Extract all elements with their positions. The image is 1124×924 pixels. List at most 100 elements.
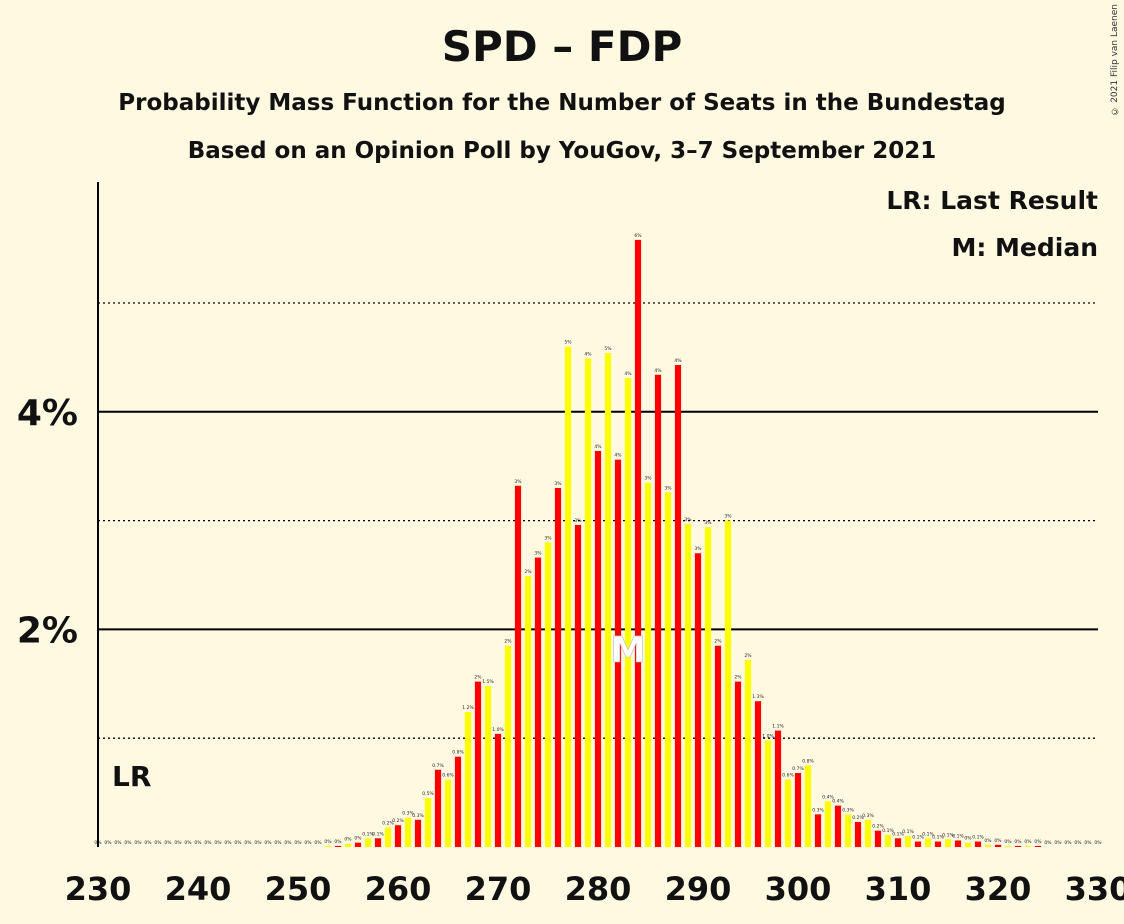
bar-label-seat-268: 2% [474,675,482,681]
bar-label-seat-260: 0.2% [392,818,404,824]
bar-seat-293 [724,520,732,847]
x-tick-label-250: 250 [265,870,332,908]
bar-seat-320 [994,844,1002,847]
bar-seat-276 [554,487,562,847]
bar-seat-314 [934,841,942,847]
x-tick-label-330: 330 [1065,870,1124,908]
bar-label-seat-271: 2% [504,639,512,645]
bar-label-seat-309: 0.1% [882,828,894,834]
bar-label-seat-301: 0.8% [802,758,814,764]
bar-label-seat-231: 0% [104,840,112,846]
bar-seat-266 [454,756,462,847]
chart-subtitle-source: Based on an Opinion Poll by YouGov, 3–7 … [187,138,937,164]
bar-seat-300 [794,773,802,847]
bar-seat-295 [744,659,752,847]
bar-seat-303 [824,801,832,847]
bar-seat-283 [624,378,632,847]
bar-seat-309 [884,835,892,847]
bar-label-seat-251: 0% [304,840,312,846]
bar-label-seat-262: 0.3% [412,813,424,819]
bar-label-seat-264: 0.7% [432,763,444,769]
bar-label-seat-311: 0.1% [902,829,914,835]
median-marker: M [610,630,646,671]
last-result-label: LR [112,760,152,793]
bar-seat-264 [434,769,442,847]
bar-label-seat-306: 0.2% [852,815,864,821]
bar-label-seat-272: 3% [514,479,522,485]
bar-label-seat-307: 0.3% [862,813,874,819]
bar-seat-301 [804,765,812,847]
bar-seat-278 [574,524,582,847]
bar-label-seat-289: 3% [684,517,692,523]
bar-seat-272 [514,485,522,847]
bar-seat-308 [874,830,882,847]
bar-seat-323 [1024,845,1032,847]
bar-seat-288 [674,365,682,847]
y-tick-label-4: 4% [17,393,78,434]
bar-seat-275 [544,542,552,847]
bar-label-seat-243: 0% [224,840,232,846]
x-tick-label-300: 300 [765,870,832,908]
bar-label-seat-300: 0.7% [792,766,804,772]
y-tick-label-2: 2% [17,610,78,651]
bar-label-seat-246: 0% [254,840,262,846]
bar-seat-318 [974,841,982,847]
bar-label-seat-249: 0% [284,840,292,846]
bar-seat-255 [344,843,352,847]
bar-label-seat-266: 0.8% [452,750,464,756]
x-tick-label-310: 310 [865,870,932,908]
bar-label-seat-290: 3% [694,546,702,552]
bar-seat-284 [634,239,642,847]
bar-seat-270 [494,733,502,847]
bar-label-seat-298: 1.1% [772,724,784,730]
x-tick-label-260: 260 [365,870,432,908]
bar-label-seat-244: 0% [234,840,242,846]
bar-seat-285 [644,482,652,847]
bar-label-seat-279: 4% [584,351,592,357]
bar-label-seat-313: 0.1% [922,831,934,837]
bar-label-seat-252: 0% [314,840,322,846]
bar-label-seat-242: 0% [214,840,222,846]
bar-label-seat-295: 2% [744,653,752,659]
bar-seat-306 [854,821,862,847]
bar-seat-315 [944,839,952,847]
markers: M [610,630,646,672]
bar-seat-299 [784,779,792,847]
bar-label-seat-280: 4% [594,444,602,450]
bar-seat-279 [584,358,592,847]
axes: 2% 4% 230 240 250 260 270 280 290 300 310 320 330 [17,182,1124,908]
bar-label-seat-292: 2% [714,639,722,645]
bar-label-seat-319: 0% [984,838,992,844]
bar-seat-282 [614,459,622,847]
bar-seat-287 [664,492,672,847]
bar-value-labels: 0% 0% 0% 0% 0% 0% 0% 0% 0% 0% 0% 0% 0% 0% 0% 0% 0% 0% 0% 0%… [94,233,1102,846]
bar-label-seat-308: 0.2% [872,824,884,830]
bar-seat-253 [324,845,332,847]
bar-label-seat-312: 0.1% [912,835,924,841]
bar-label-seat-238: 0% [174,840,182,846]
chart-title: SPD – FDP [441,22,683,71]
bar-label-seat-278: 3% [574,518,582,524]
bar-label-seat-232: 0% [114,840,122,846]
bar-label-seat-274: 3% [534,551,542,557]
bar-label-seat-237: 0% [164,840,172,846]
bar-label-seat-269: 1.5% [482,679,494,685]
bar-seat-311 [904,836,912,847]
x-tick-label-290: 290 [665,870,732,908]
bar-label-seat-310: 0.1% [892,831,904,837]
bar-label-seat-303: 0.4% [822,794,834,800]
bar-seat-254 [334,845,342,847]
bar-seat-316 [954,840,962,847]
bar-seat-271 [504,645,512,847]
bar-label-seat-317: 0% [964,836,972,842]
bar-label-seat-265: 0.6% [442,773,454,779]
x-tick-label-230: 230 [65,870,132,908]
bar-label-seat-267: 1.2% [462,705,474,711]
bar-label-seat-257: 0.1% [362,831,374,837]
bar-label-seat-245: 0% [244,840,252,846]
bar-seat-302 [814,814,822,847]
bar-seat-324 [1034,845,1042,847]
bar-seat-313 [924,838,932,847]
bar-seat-273 [524,576,532,847]
